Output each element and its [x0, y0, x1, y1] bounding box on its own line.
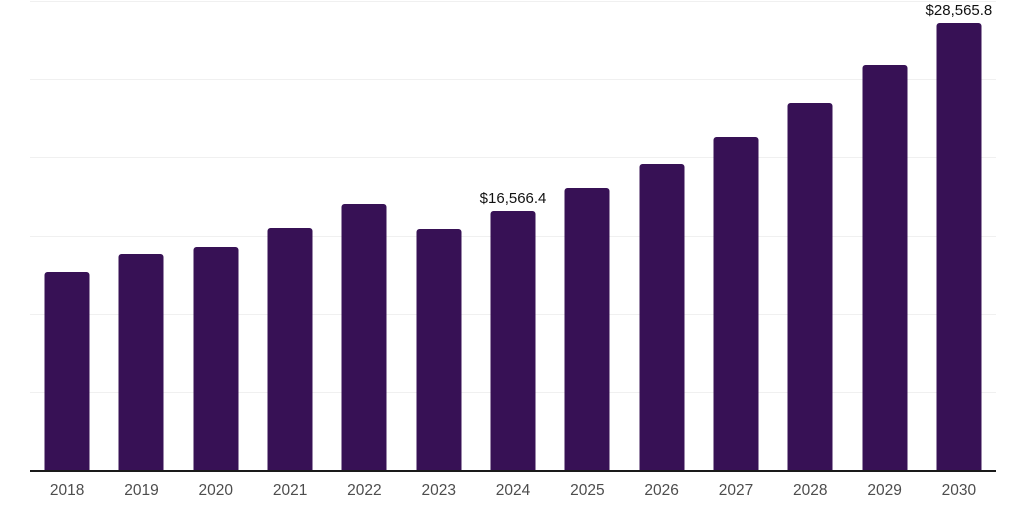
plot-area: $16,566.4 $28,565.8: [30, 1, 996, 470]
bar-slot: [104, 1, 178, 470]
bar-2023: [416, 229, 462, 470]
bar-2024: [490, 211, 536, 470]
x-tick-2028: 2028: [793, 482, 828, 499]
bar-slot: [327, 1, 401, 470]
bar-2026: [639, 164, 685, 470]
bar-slot: [699, 1, 773, 470]
bar-2029: [862, 65, 908, 470]
x-tick-2024: 2024: [495, 482, 531, 499]
x-tick-2027: 2027: [718, 482, 754, 499]
bar-series: $16,566.4 $28,565.8: [30, 1, 996, 470]
value-label-2024: $16,566.4: [479, 190, 547, 208]
bar-2027: [713, 136, 759, 470]
bar-2025: [564, 188, 610, 470]
x-tick-2022: 2022: [347, 482, 382, 499]
bar-2020: [193, 246, 239, 470]
x-tick-2020: 2020: [198, 482, 234, 499]
bar-2022: [341, 203, 387, 470]
x-tick-2023: 2023: [421, 482, 456, 499]
x-tick-2025: 2025: [570, 482, 605, 499]
x-tick-2019: 2019: [124, 482, 159, 499]
bar-slot: [847, 1, 921, 470]
gridline: [30, 157, 996, 159]
bar-slot: $28,565.8: [922, 1, 996, 470]
bar-slot: [773, 1, 847, 470]
gridline: [30, 1, 996, 2]
bar-2030: [936, 23, 982, 470]
bar-slot: $16,566.4: [476, 1, 550, 470]
bar-2019: [118, 253, 164, 470]
x-tick-2021: 2021: [272, 482, 308, 499]
bar-2018: [44, 271, 90, 470]
x-tick-2030: 2030: [941, 482, 977, 499]
x-tick-2018: 2018: [49, 482, 85, 499]
x-tick-2029: 2029: [867, 482, 902, 499]
bar-2028: [787, 102, 833, 470]
x-axis-labels: 2018 2019 2020 2021 2022 2023 2024 2025 2026 2027…: [30, 481, 996, 500]
x-axis-line: [30, 470, 996, 472]
value-label-2030: $28,565.8: [925, 2, 993, 20]
bar-slot: [550, 1, 624, 470]
bar-slot: [179, 1, 253, 470]
bar-slot: [402, 1, 476, 470]
bar-slot: [625, 1, 699, 470]
bar-slot: [253, 1, 327, 470]
gridline: [30, 79, 996, 81]
bar-2021: [267, 227, 313, 470]
bar-slot: [30, 1, 104, 470]
x-tick-2026: 2026: [644, 482, 679, 499]
